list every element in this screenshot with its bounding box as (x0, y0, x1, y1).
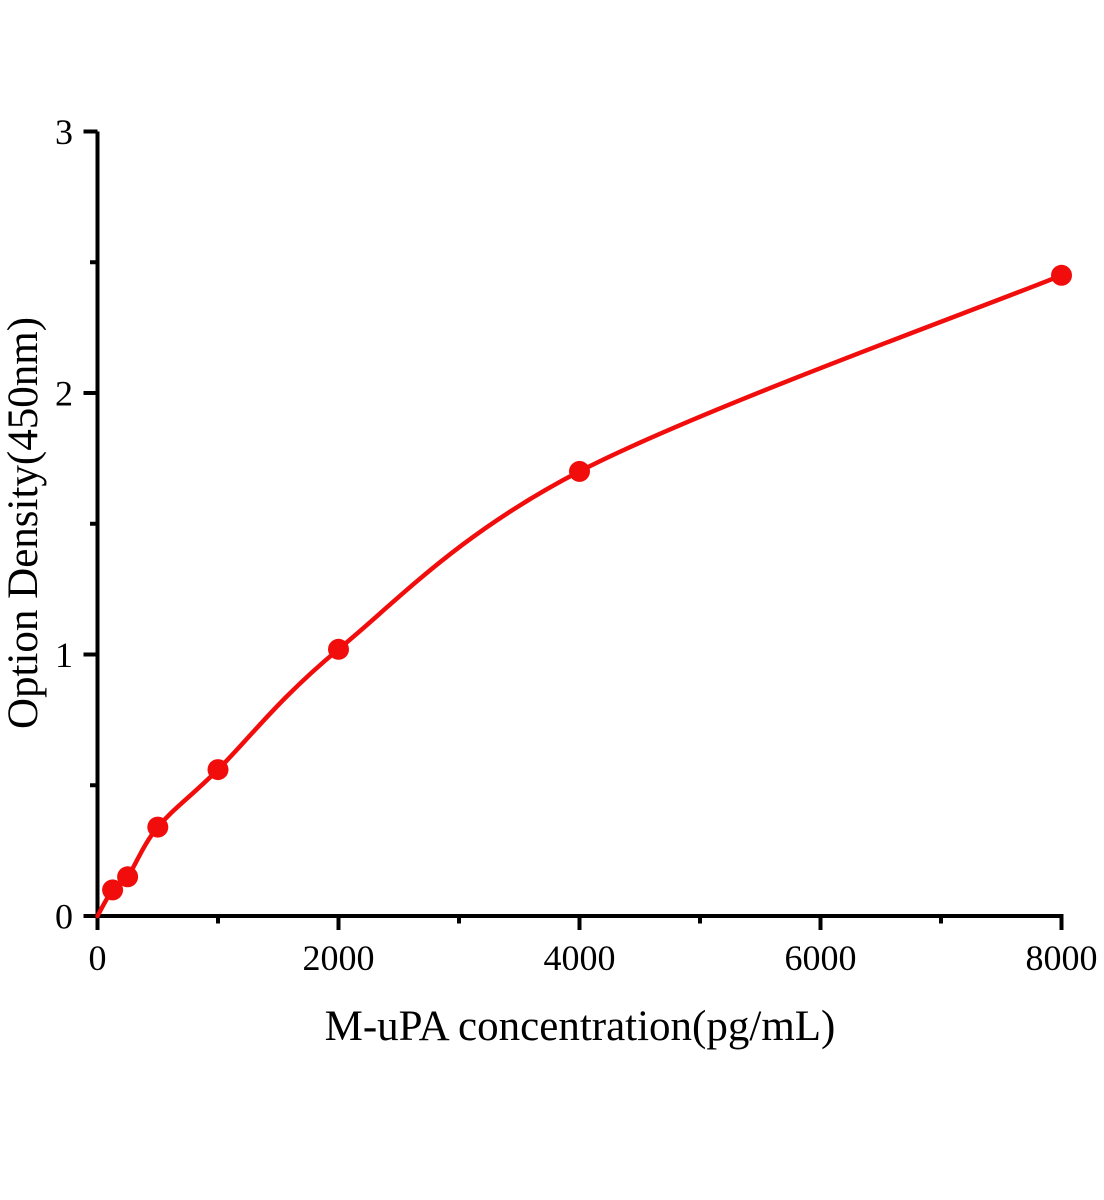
y-axis-title: Option Density(450nm) (0, 317, 47, 729)
axes-layer (83, 129, 1064, 930)
x-tick-label-0: 0 (89, 938, 107, 978)
data-point (117, 866, 139, 888)
fit-curve (95, 273, 1064, 919)
data-point (1051, 264, 1072, 286)
data-point (569, 460, 590, 482)
x-tick-label-8000: 8000 (1026, 938, 1098, 978)
series-layer (95, 264, 1072, 919)
y-tick-label-2: 2 (55, 374, 73, 414)
y-tick-label-3: 3 (55, 112, 73, 152)
tick-label-layer: 0 2000 4000 6000 8000 0 1 2 3 (55, 112, 1098, 978)
data-point (207, 759, 229, 781)
x-axis-title: M-uPA concentration(pg/mL) (325, 1003, 836, 1050)
data-point (102, 879, 124, 901)
x-tick-label-6000: 6000 (785, 938, 857, 978)
x-tick-label-4000: 4000 (544, 938, 616, 978)
y-tick-label-0: 0 (55, 897, 73, 937)
x-tick-label-2000: 2000 (303, 938, 375, 978)
y-tick-label-1: 1 (55, 635, 73, 675)
data-point (328, 638, 349, 660)
data-point (147, 816, 169, 838)
